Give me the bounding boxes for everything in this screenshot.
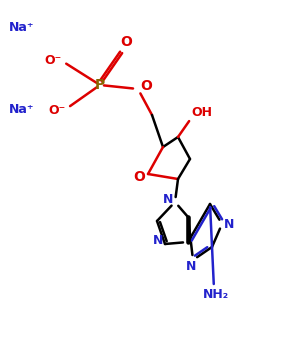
Text: O: O — [133, 170, 145, 184]
Text: P: P — [95, 78, 105, 92]
Text: O⁻: O⁻ — [48, 104, 66, 116]
Text: OH: OH — [191, 106, 212, 119]
Text: O: O — [140, 79, 152, 93]
Text: NH₂: NH₂ — [203, 288, 229, 302]
Text: Na⁺: Na⁺ — [9, 102, 35, 116]
Text: N: N — [163, 192, 173, 206]
Text: N: N — [224, 217, 234, 231]
Text: Na⁺: Na⁺ — [9, 20, 35, 34]
Text: N: N — [153, 235, 163, 247]
Text: O: O — [120, 35, 132, 49]
Text: N: N — [186, 261, 196, 273]
Text: O⁻: O⁻ — [44, 54, 62, 66]
